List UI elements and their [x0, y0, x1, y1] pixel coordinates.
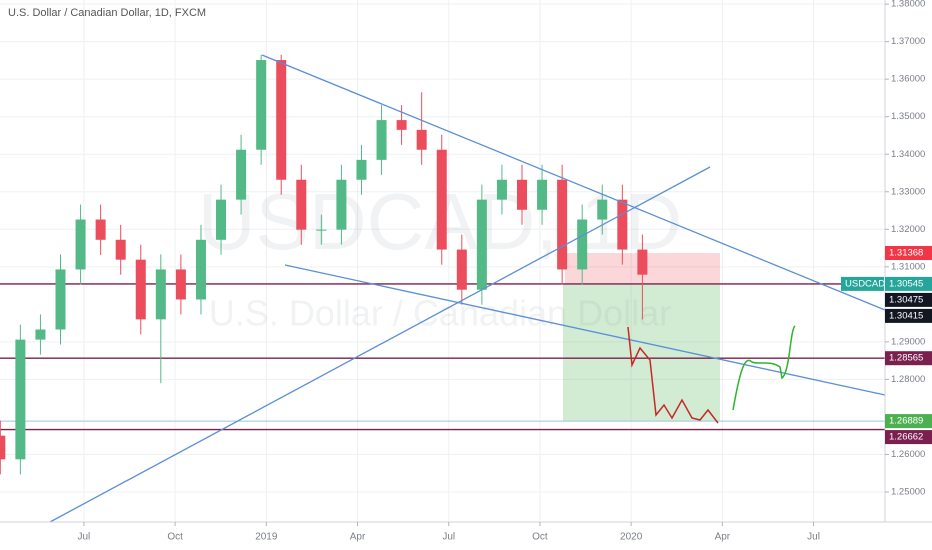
price-label: 1.30545: [889, 278, 923, 289]
levels: [0, 283, 885, 431]
symbol-tag: USDCAD: [845, 278, 885, 289]
candle-body: [456, 249, 467, 290]
candle-body: [637, 249, 648, 275]
candle-body: [537, 179, 548, 210]
y-tick-label: 1.31000: [891, 261, 925, 272]
candle-body: [316, 229, 327, 231]
candle-body: [356, 159, 367, 180]
y-tick-label: 1.32000: [891, 224, 925, 235]
candle-body: [296, 179, 307, 230]
candle-body: [216, 199, 227, 240]
candle-body: [236, 149, 247, 200]
target-zone: [563, 283, 720, 422]
candle-body: [396, 120, 407, 130]
candle-body: [15, 339, 26, 460]
x-tick-label: Oct: [532, 532, 548, 543]
price-label-box: [885, 430, 932, 445]
price-labels: 1.31368 1.30545 USDCAD 1.30475 1.30415 1.2856…: [841, 246, 932, 445]
candle-body: [135, 259, 146, 320]
price-label: 1.30415: [889, 310, 923, 321]
x-tick-label: Apr: [715, 532, 731, 543]
candle-body: [557, 179, 568, 270]
price-label-box: [885, 351, 932, 366]
x-tick-label: Oct: [167, 532, 183, 543]
candle-body: [175, 269, 186, 300]
candle-body: [577, 219, 588, 270]
price-label: 1.28565: [889, 353, 923, 364]
candle-body: [336, 179, 347, 230]
projection-down: [627, 326, 719, 424]
candle-body: [55, 269, 66, 330]
grid: [0, 0, 885, 522]
candle-body: [597, 199, 608, 220]
candle-body: [517, 179, 528, 210]
price-label-box: [885, 246, 932, 261]
candle-body: [416, 129, 427, 150]
candle-body: [276, 60, 287, 180]
y-tick-label: 1.34000: [891, 149, 925, 160]
projection-up: [732, 325, 796, 411]
candle-body: [256, 60, 267, 150]
candle-body: [195, 239, 206, 300]
x-tick-label: 2020: [620, 532, 643, 543]
candle-body: [75, 219, 86, 270]
price-label: 1.26662: [889, 432, 923, 443]
price-label: 1.26889: [889, 416, 923, 427]
y-tick-label: 1.33000: [891, 186, 925, 197]
candle-body: [115, 239, 126, 260]
y-tick-label: 1.37000: [891, 36, 925, 47]
x-tick-label: Jul: [442, 532, 455, 543]
trend-line: [261, 54, 886, 311]
price-label-box: [885, 276, 932, 291]
axes: 1.38000 1.37000 1.36000 1.35000 1.34000 1.330…: [78, 0, 926, 543]
y-tick-label: 1.26000: [891, 449, 925, 460]
y-tick-label: 1.29000: [891, 336, 925, 347]
x-tick-label: Apr: [350, 532, 366, 543]
x-tick-label: 2019: [255, 532, 278, 543]
candle-body: [617, 199, 628, 250]
y-tick-label: 1.36000: [891, 74, 925, 85]
candle-body: [476, 199, 487, 290]
trend-line: [49, 166, 711, 523]
candle-body: [155, 269, 166, 320]
x-tick-label: Jul: [807, 532, 820, 543]
chart-title: U.S. Dollar / Canadian Dollar, 1D, FXCM: [8, 7, 206, 19]
price-label-box: [885, 414, 932, 429]
y-tick-label: 1.35000: [891, 111, 925, 122]
candle-body: [496, 179, 507, 200]
price-label-box: [885, 292, 932, 307]
candle-body: [0, 435, 6, 460]
candles: [0, 54, 648, 475]
price-label: 1.30475: [889, 294, 923, 305]
candle-body: [95, 219, 106, 240]
y-tick-label: 1.25000: [891, 486, 925, 497]
price-label-box: [885, 308, 932, 323]
y-tick-label: 1.38000: [891, 0, 925, 10]
candle-body: [436, 149, 447, 250]
price-label: 1.31368: [889, 248, 923, 259]
candle-body: [35, 329, 46, 340]
symbol-tag-box: [841, 276, 884, 291]
candle-body: [376, 120, 387, 160]
x-tick-label: Jul: [78, 532, 91, 543]
y-tick-label: 1.28000: [891, 374, 925, 385]
watermark-subtitle: U.S. Dollar / Canadian Dollar: [209, 293, 671, 334]
